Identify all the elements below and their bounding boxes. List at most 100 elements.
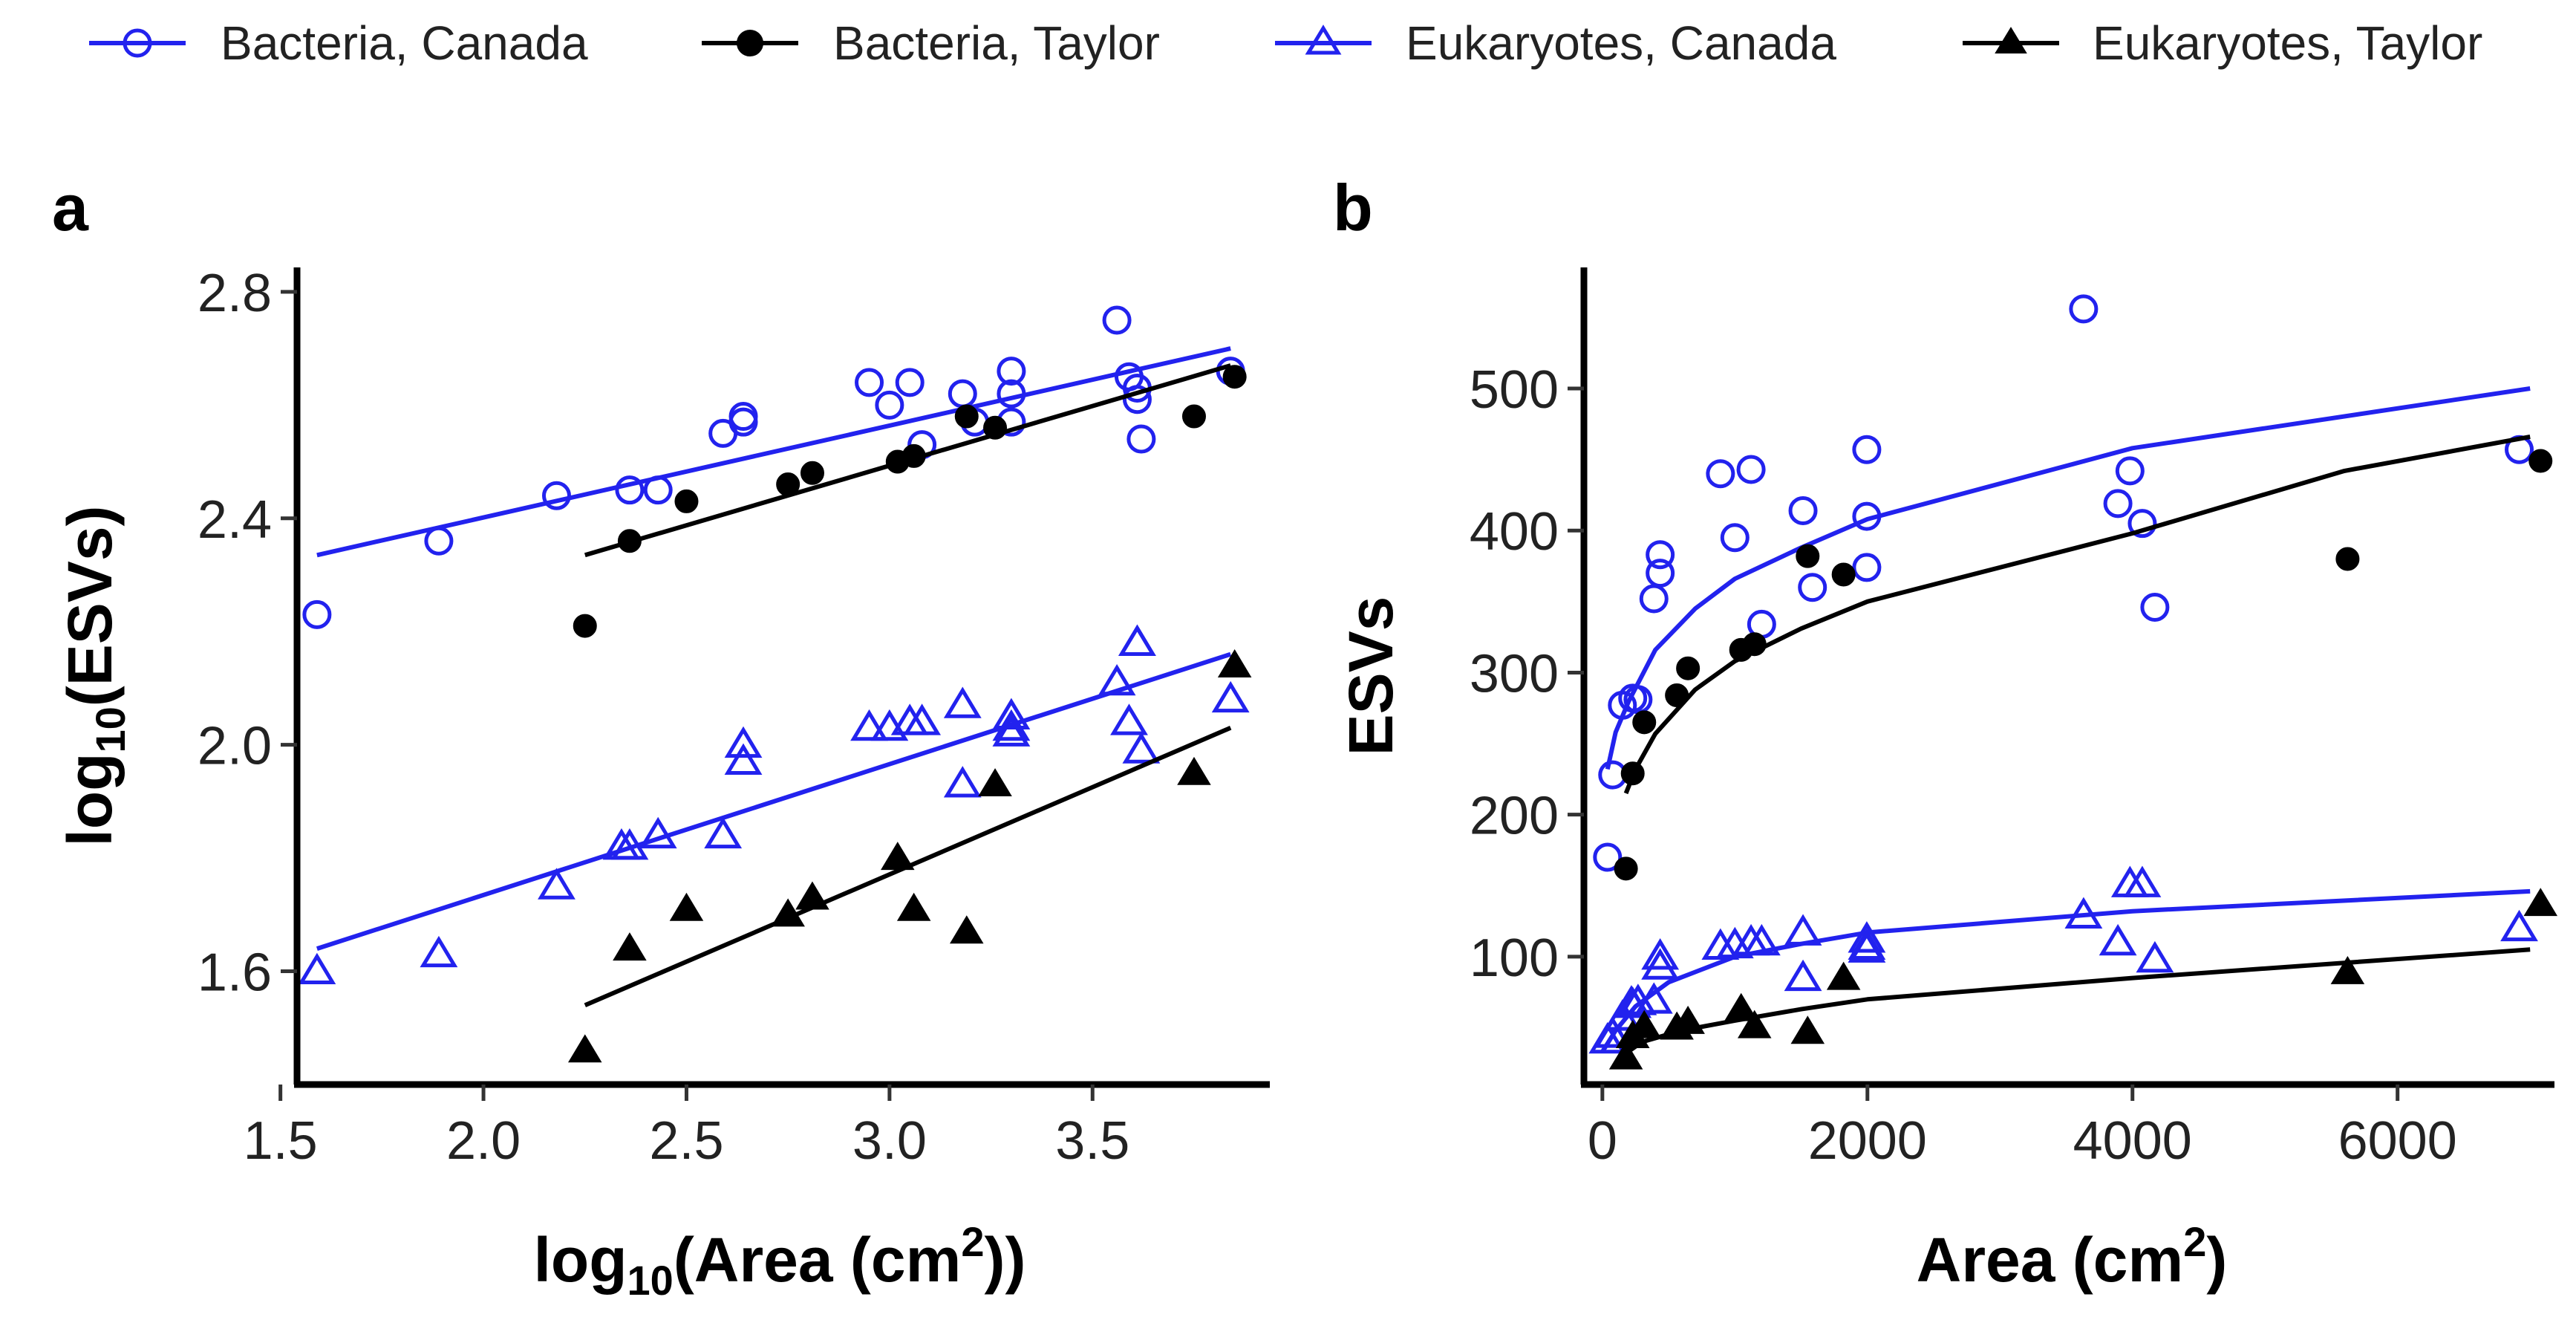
y-tick-label-a-1: 2.0 [198,717,272,776]
panel-label-a: a [52,171,89,244]
data-point-a-bacteria-canada-4 [643,475,673,505]
panel-label-b: b [1333,171,1373,244]
data-point-b-eukaryotes-taylor-0 [1608,1041,1643,1070]
y-tick-label-b-3: 400 [1470,502,1559,562]
data-point-b-bacteria-taylor-9 [2335,547,2360,571]
data-point-b-bacteria-taylor-4 [1676,656,1701,680]
data-point-a-bacteria-taylor-4 [800,461,824,485]
data-point-a-eukaryotes-taylor-2 [669,892,704,921]
x-tick-label-b-1: 2000 [1808,1111,1927,1171]
data-point-b-eukaryotes-canada-1 [1594,1016,1632,1048]
data-point-a-eukaryotes-canada-20 [1118,624,1156,656]
series-b-bacteria-taylor [1614,435,2553,881]
x-title-a-pre: log [534,1225,627,1295]
y-tick-label-b-2: 300 [1470,644,1559,703]
panel-b: b 0 2000 4000 6000 100 200 300 400 500 Area (cm2… [1333,171,2558,1295]
fit-line-b-eukaryotes-taylor [1624,947,2531,1056]
data-point-b-bacteria-canada-20 [2127,509,2157,539]
data-point-a-bacteria-taylor-3 [776,472,800,497]
plot-area-a [298,305,1252,1063]
data-point-a-bacteria-taylor-9 [1181,404,1206,429]
data-point-b-bacteria-canada-17 [2069,294,2099,324]
data-point-a-eukaryotes-canada-4 [610,828,649,860]
data-point-a-bacteria-canada-6 [728,402,758,432]
y-tick-label-a-2: 2.4 [198,490,272,550]
data-point-b-eukaryotes-taylor-5 [1724,992,1758,1021]
data-point-a-eukaryotes-taylor-8 [978,768,1012,797]
legend-item-eukaryotes-taylor: Eukaryotes, Taylor [1963,16,2482,70]
y-tick-label-b-0: 100 [1470,929,1559,988]
data-point-a-bacteria-taylor-8 [983,415,1008,440]
data-point-b-bacteria-taylor-10 [2528,449,2553,473]
data-point-b-eukaryotes-canada-8 [1641,948,1680,980]
data-point-b-eukaryotes-canada-18 [2064,897,2103,929]
x-axis-title-a: log10(Area (cm2)) [534,1218,1026,1304]
ticks-b: 0 2000 4000 6000 100 200 300 400 500 [1470,360,2457,1171]
fit-line-b-bacteria-canada [1605,386,2531,770]
data-point-a-eukaryotes-taylor-5 [881,842,915,871]
legend-item-bacteria-canada: Bacteria, Canada [89,16,588,70]
data-point-a-eukaryotes-taylor-1 [613,932,647,961]
data-point-a-eukaryotes-canada-18 [1098,663,1136,696]
fit-line-a-eukaryotes-canada [316,651,1232,951]
data-point-a-eukaryotes-canada-6 [704,816,743,849]
data-point-b-eukaryotes-canada-6 [1634,982,1673,1014]
legend-item-eukaryotes-canada: Eukaryotes, Canada [1275,16,1836,70]
x-tick-label-a-3: 3.0 [852,1111,927,1171]
fit-line-b-bacteria-taylor [1623,435,2531,795]
data-point-b-bacteria-canada-5 [1639,584,1669,614]
data-point-a-bacteria-taylor-7 [954,404,979,429]
y-tick-label-a-3: 2.8 [198,264,272,323]
data-point-a-eukaryotes-canada-15 [992,698,1031,730]
legend-marker-eukaryotes-taylor [1995,27,2027,53]
data-point-a-bacteria-taylor-2 [674,489,699,513]
data-point-b-bacteria-canada-10 [1736,455,1766,484]
data-point-b-bacteria-canada-7 [1646,540,1675,570]
x-tick-label-a-0: 1.5 [244,1111,318,1171]
data-point-a-bacteria-canada-2 [541,481,571,510]
y-tick-label-a-0: 1.6 [198,943,272,1003]
x-title-b-post: ) [2206,1225,2227,1295]
data-point-a-bacteria-canada-15 [997,379,1026,409]
data-point-b-bacteria-taylor-3 [1665,683,1689,708]
data-point-a-eukaryotes-canada-16 [992,709,1031,741]
data-point-b-bacteria-canada-0 [1593,842,1623,872]
data-point-b-eukaryotes-taylor-9 [2330,955,2365,984]
series-a-bacteria-canada [302,305,1245,629]
data-point-b-eukaryotes-canada-15 [1848,921,1886,953]
x-tick-label-a-1: 2.0 [446,1111,521,1171]
data-point-b-eukaryotes-taylor-6 [1737,1009,1772,1038]
data-point-a-eukaryotes-taylor-0 [567,1034,602,1063]
data-point-a-eukaryotes-canada-0 [298,952,336,985]
series-a-eukaryotes-taylor [567,649,1252,1063]
series-b-eukaryotes-canada [1588,865,2538,1054]
panel-a: a 1.5 2.0 2.5 3.0 3.51.62.02.42.8 log10(Area… [52,171,1270,1304]
data-point-a-bacteria-canada-8 [855,368,884,397]
data-point-b-bacteria-canada-16 [1852,553,1882,582]
data-point-b-bacteria-canada-21 [2140,592,2170,622]
data-point-a-bacteria-canada-21 [1126,424,1156,454]
data-point-a-bacteria-taylor-1 [617,529,642,553]
data-point-b-eukaryotes-canada-14 [1784,959,1822,992]
data-point-b-bacteria-canada-19 [2115,456,2145,486]
legend-marker-bacteria-canada [123,28,152,58]
legend-label-eukaryotes-taylor: Eukaryotes, Taylor [2093,16,2482,70]
x-title-a-post: )) [984,1225,1025,1295]
y-axis-title-b: ESVs [1336,596,1406,756]
data-point-a-eukaryotes-canada-23 [1211,680,1250,713]
data-point-b-eukaryotes-taylor-2 [1627,1009,1662,1038]
series-b-eukaryotes-taylor [1608,888,2558,1070]
x-tick-label-b-0: 0 [1588,1111,1617,1171]
data-point-a-bacteria-canada-14 [997,357,1026,386]
data-point-b-bacteria-taylor-6 [1742,632,1767,657]
data-point-b-bacteria-canada-8 [1706,459,1735,489]
y-tick-label-b-4: 500 [1470,360,1559,420]
data-point-b-eukaryotes-canada-7 [1641,938,1680,970]
data-point-b-eukaryotes-canada-21 [2123,865,2162,897]
data-point-a-bacteria-canada-1 [424,526,454,556]
x-axis-title-b: Area (cm2) [1917,1218,2228,1295]
data-point-a-eukaryotes-canada-7 [724,726,763,758]
data-point-b-bacteria-canada-14 [1852,435,1882,464]
data-point-a-bacteria-canada-0 [302,599,332,629]
